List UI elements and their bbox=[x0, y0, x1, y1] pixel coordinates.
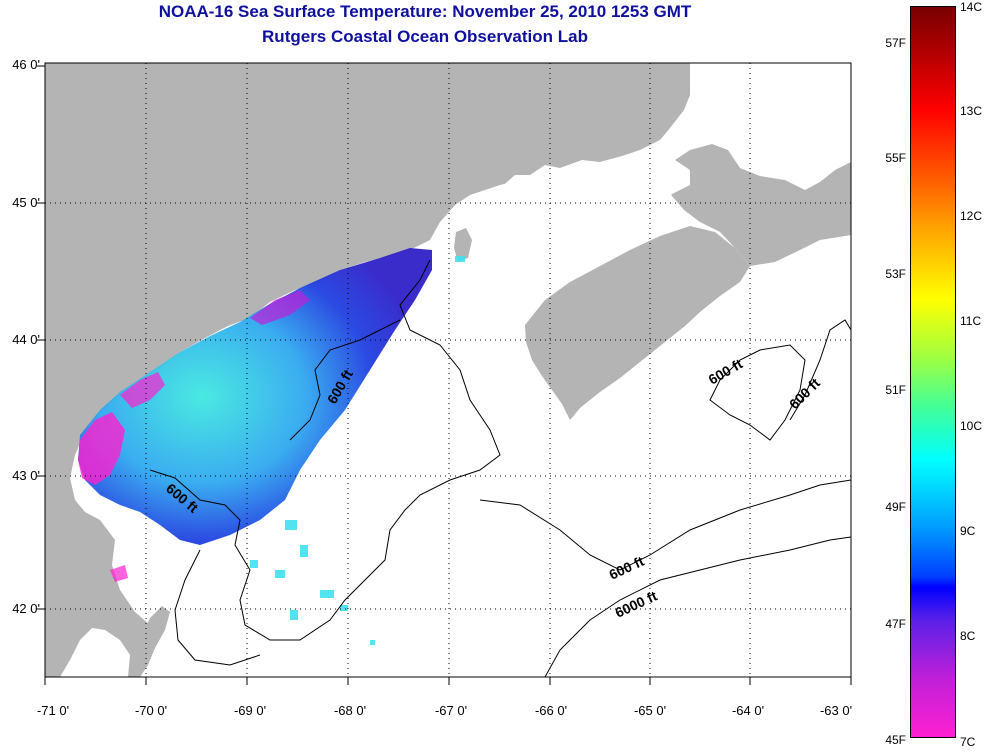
lon-label: -71 0' bbox=[36, 703, 70, 718]
colorbar-celsius-label: 7C bbox=[960, 735, 976, 749]
sst-nearshore-warm bbox=[78, 412, 125, 485]
lat-label: 46 0' bbox=[12, 57, 40, 72]
map-subtitle: Rutgers Coastal Ocean Observation Lab bbox=[262, 27, 588, 46]
land-cape-cod bbox=[128, 606, 170, 677]
colorbar-fahrenheit-label: 57F bbox=[885, 36, 906, 50]
axis-ticks bbox=[37, 65, 852, 685]
land-grand-manan bbox=[454, 228, 472, 262]
map-title: NOAA-16 Sea Surface Temperature: Novembe… bbox=[158, 2, 692, 21]
land-nova-scotia bbox=[525, 226, 750, 420]
sst-scattered-pixels bbox=[250, 256, 465, 645]
colorbar-fahrenheit-label: 51F bbox=[885, 383, 906, 397]
lon-label: -63 0' bbox=[819, 703, 853, 718]
colorbar-celsius-label: 12C bbox=[960, 209, 983, 223]
colorbar-fahrenheit-label: 45F bbox=[885, 733, 906, 747]
lat-label: 44 0' bbox=[12, 332, 40, 347]
lon-label: -68 0' bbox=[333, 703, 367, 718]
colorbar-celsius-label: 10C bbox=[960, 419, 983, 433]
lon-label: -69 0' bbox=[233, 703, 267, 718]
colorbar-celsius-label: 13C bbox=[960, 104, 983, 118]
lat-label: 42 0' bbox=[12, 601, 40, 616]
lon-label: -65 0' bbox=[633, 703, 667, 718]
colorbar-fahrenheit-label: 47F bbox=[885, 617, 906, 631]
colorbar-celsius-label: 11C bbox=[960, 314, 982, 328]
map-frame bbox=[44, 62, 852, 678]
sst-mass-bay bbox=[110, 565, 128, 582]
sst-imagery bbox=[78, 248, 432, 545]
colorbar-celsius-label: 14C bbox=[960, 0, 983, 14]
lon-label: -66 0' bbox=[534, 703, 568, 718]
bay-of-fundy bbox=[470, 156, 690, 290]
colorbar-celsius-label: 8C bbox=[960, 629, 976, 643]
land-new-england bbox=[45, 63, 851, 266]
lon-label: -64 0' bbox=[731, 703, 765, 718]
colorbar-fahrenheit-label: 53F bbox=[885, 267, 906, 281]
colorbar-fahrenheit-label: 49F bbox=[885, 500, 906, 514]
sst-nearshore-warm-2 bbox=[120, 372, 165, 408]
bathymetry-contours bbox=[149, 259, 851, 677]
lon-label: -67 0' bbox=[434, 703, 468, 718]
land-maine bbox=[45, 63, 690, 677]
colorbar-fahrenheit-label: 55F bbox=[885, 151, 906, 165]
lat-label: 45 0' bbox=[12, 195, 40, 210]
sst-nearshore-warm-3 bbox=[250, 290, 310, 325]
colorbar-celsius-label: 9C bbox=[960, 524, 976, 538]
temperature-colorbar bbox=[910, 6, 956, 738]
lat-label: 43 0' bbox=[12, 468, 40, 483]
lon-label: -70 0' bbox=[134, 703, 168, 718]
